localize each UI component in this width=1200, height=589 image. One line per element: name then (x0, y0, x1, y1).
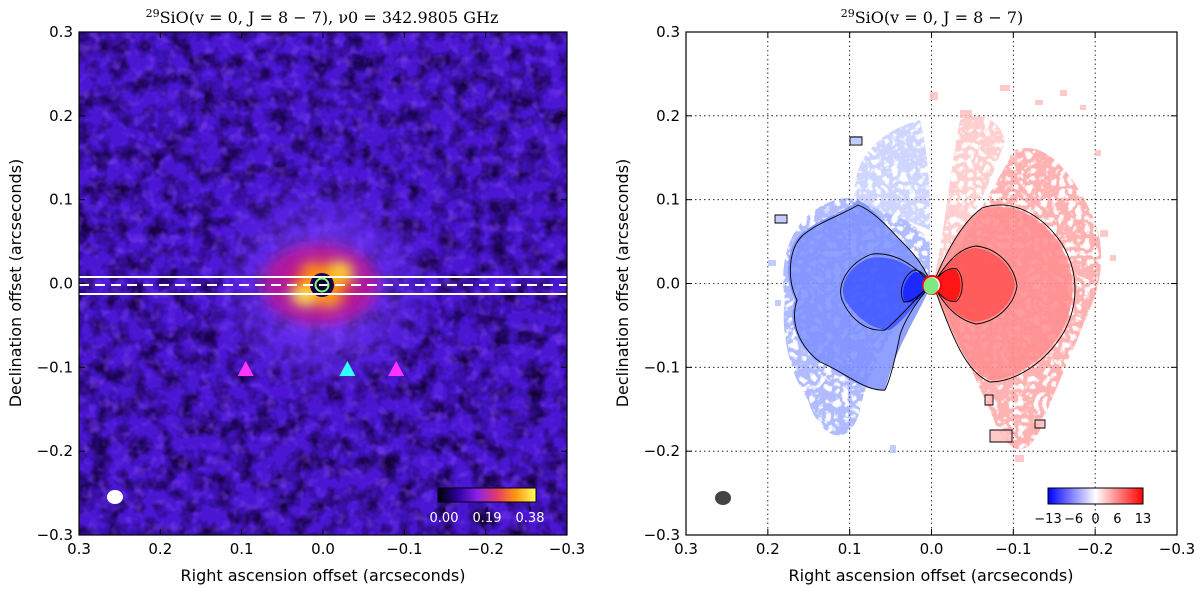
y-tick-label: −0.2 (37, 442, 73, 460)
right-ticks: 0.3 0.2 0.1 0.0 −0.1 −0.2 −0.30.30.20.10.0−0.1… (644, 23, 1196, 558)
x-tick-label: 0.0 (311, 540, 335, 558)
x-tick-label: −0.1 (386, 540, 422, 558)
x-tick-label: −0.2 (467, 540, 503, 558)
colorbar-right (1047, 487, 1144, 505)
right-ylabel: Declination offset (arcseconds) (613, 159, 632, 408)
y-tick-label: 0.0 (656, 275, 680, 293)
right-title: 29SiO(v = 0, J = 8 − 7) (841, 7, 1024, 27)
colorbar-tick-label: 0 (1091, 512, 1099, 527)
colorbar-tick-label: 0.38 (516, 511, 545, 526)
x-tick-label: 0.2 (756, 540, 780, 558)
colorbar-tick-label: 0.19 (473, 511, 502, 526)
left-panel: 0.00 0.19 0.38 0.3 0.2 0.1 0.0 −0.1 −0.2 −0.30.3… (6, 7, 585, 585)
star-marker-right (923, 277, 939, 295)
position-marker (237, 361, 254, 377)
colorbar-tick-label: −13 (1034, 512, 1061, 527)
y-tick-label: 0.1 (49, 191, 73, 209)
y-tick-label: 0.1 (656, 191, 680, 209)
y-tick-label: −0.1 (644, 358, 680, 376)
y-tick-label: −0.1 (37, 358, 73, 376)
right-velocity-map: −13 −6 0 6 13 (686, 32, 1177, 535)
x-tick-label: 0.2 (148, 540, 172, 558)
beam-ellipse (107, 490, 123, 504)
left-ylabel: Declination offset (arcseconds) (6, 159, 25, 408)
colorbar (437, 487, 537, 503)
x-tick-label: −0.1 (995, 540, 1031, 558)
x-tick-label: −0.3 (549, 540, 585, 558)
colorbar-tick-label: 6 (1113, 512, 1121, 527)
x-tick-label: 0.1 (838, 540, 862, 558)
colorbar-tick-label: 0.00 (430, 511, 459, 526)
x-tick-label: 0.3 (674, 540, 698, 558)
left-xlabel: Right ascension offset (arcseconds) (181, 566, 466, 585)
x-tick-label: 0.0 (920, 540, 944, 558)
y-tick-label: 0.3 (656, 23, 680, 41)
y-tick-label: 0.0 (49, 275, 73, 293)
star-marker (314, 277, 330, 293)
x-tick-label: 0.1 (230, 540, 254, 558)
y-tick-label: −0.3 (37, 526, 73, 544)
y-tick-label: 0.2 (49, 107, 73, 125)
y-tick-label: 0.3 (49, 23, 73, 41)
velocity-contours (774, 136, 1076, 443)
x-tick-label: −0.3 (1159, 540, 1195, 558)
left-ticks: 0.3 0.2 0.1 0.0 −0.1 −0.2 −0.30.30.20.10.0−0.1… (37, 23, 586, 558)
right-panel: −13 −6 0 6 13 0.3 0.2 0.1 0.0 −0.1 −0.2 −0.30.30.2… (613, 7, 1195, 585)
position-marker (388, 361, 405, 377)
colorbar-tick-label: −6 (1064, 512, 1083, 527)
y-tick-label: −0.2 (644, 442, 680, 460)
left-intensity-map: 0.00 0.19 0.38 (79, 32, 567, 535)
x-tick-label: 0.3 (67, 540, 91, 558)
x-tick-label: −0.2 (1077, 540, 1113, 558)
right-grid (686, 32, 1177, 535)
colorbar-tick-label: 13 (1135, 512, 1152, 527)
y-tick-label: 0.2 (656, 107, 680, 125)
y-tick-label: −0.3 (644, 526, 680, 544)
beam-ellipse-right (715, 491, 731, 505)
position-marker (339, 361, 356, 377)
right-xlabel: Right ascension offset (arcseconds) (789, 566, 1074, 585)
left-title: 29SiO(v = 0, J = 8 − 7), ν0 = 342.9805 G… (146, 7, 499, 27)
